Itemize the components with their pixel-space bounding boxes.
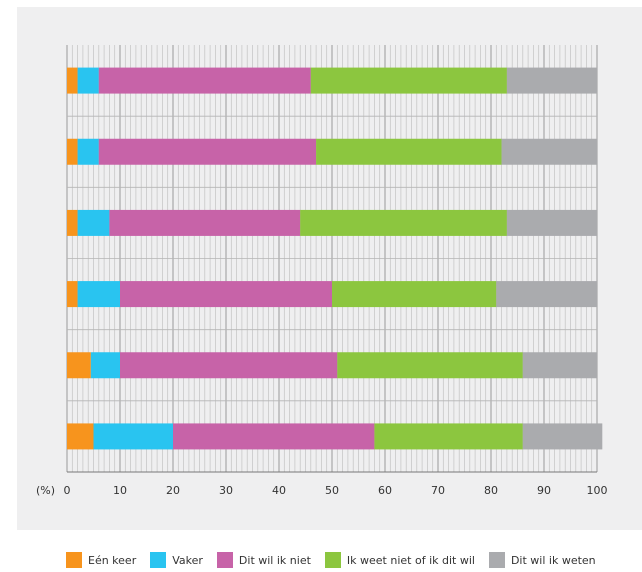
legend-label: Dit wil ik weten [510, 553, 596, 567]
bar-segment [506, 67, 597, 94]
bar-segment [522, 352, 597, 379]
bar-segment [109, 209, 301, 236]
legend-swatch [150, 552, 167, 568]
legend-label: Eén keer [88, 553, 137, 567]
legend-item: Vaker [150, 552, 203, 568]
legend-swatch [66, 552, 82, 568]
x-tick-label: 0 [64, 484, 71, 497]
bar-segment [98, 138, 317, 165]
legend-item: Ik weet niet of ik dit wil [324, 552, 475, 568]
legend: Eén keer Vaker Dit wil ik niet Ik weet niet… [66, 552, 610, 568]
bar-segment [120, 352, 338, 379]
bar-segment [310, 67, 507, 94]
bar-segment [501, 138, 597, 165]
legend-label: Ik weet niet of ik dit wil [346, 553, 475, 567]
legend-item: Eén keer [66, 552, 136, 568]
x-tick-label: 90 [537, 484, 551, 497]
bar-segment [67, 209, 78, 236]
bar-segment [93, 423, 173, 450]
bar-segment [90, 352, 120, 379]
x-tick-label: 30 [219, 484, 233, 497]
x-tick-label: 20 [166, 484, 180, 497]
bar-segment [77, 281, 120, 308]
legend-item: Dit wil ik niet [216, 552, 311, 568]
x-tick-label: 10 [113, 484, 127, 497]
bar-segment [496, 281, 597, 308]
bar-segment [67, 281, 78, 308]
legend-label: Dit wil ik niet [238, 553, 311, 567]
legend-swatch [324, 552, 341, 568]
bar-segment [98, 67, 311, 94]
legend-item: Dit wil ik weten [488, 552, 596, 568]
bar-segment [77, 67, 99, 94]
stacked-bar-chart: 0 10 20 30 40 50 60 70 80 90 100 (%) [36, 45, 608, 497]
bar-segment [300, 209, 507, 236]
bar-segment [77, 138, 99, 165]
bar-segment [67, 352, 91, 379]
legend-label: Vaker [172, 553, 203, 567]
bar-segment [337, 352, 523, 379]
x-tick-label: 50 [325, 484, 339, 497]
bar-segment [506, 209, 597, 236]
bar-segment [374, 423, 523, 450]
x-tick-label: 60 [378, 484, 392, 497]
bar-segment [77, 209, 110, 236]
x-tick-label: 100 [587, 484, 608, 497]
chart-panel: 0 10 20 30 40 50 60 70 80 90 100 (%) [17, 7, 642, 530]
unit-label: (%) [36, 484, 55, 497]
legend-swatch [216, 552, 233, 568]
bar-segment [332, 281, 497, 308]
x-tick-label: 80 [484, 484, 498, 497]
x-tick-label: 40 [272, 484, 286, 497]
bar-segment [67, 423, 94, 450]
bar-segment [67, 138, 78, 165]
legend-swatch [488, 552, 505, 568]
bar-segment [173, 423, 375, 450]
bar-segment [120, 281, 332, 308]
bar-segment [67, 67, 78, 94]
x-tick-label: 70 [431, 484, 445, 497]
bar-segment [316, 138, 502, 165]
bar-segment [522, 423, 603, 450]
